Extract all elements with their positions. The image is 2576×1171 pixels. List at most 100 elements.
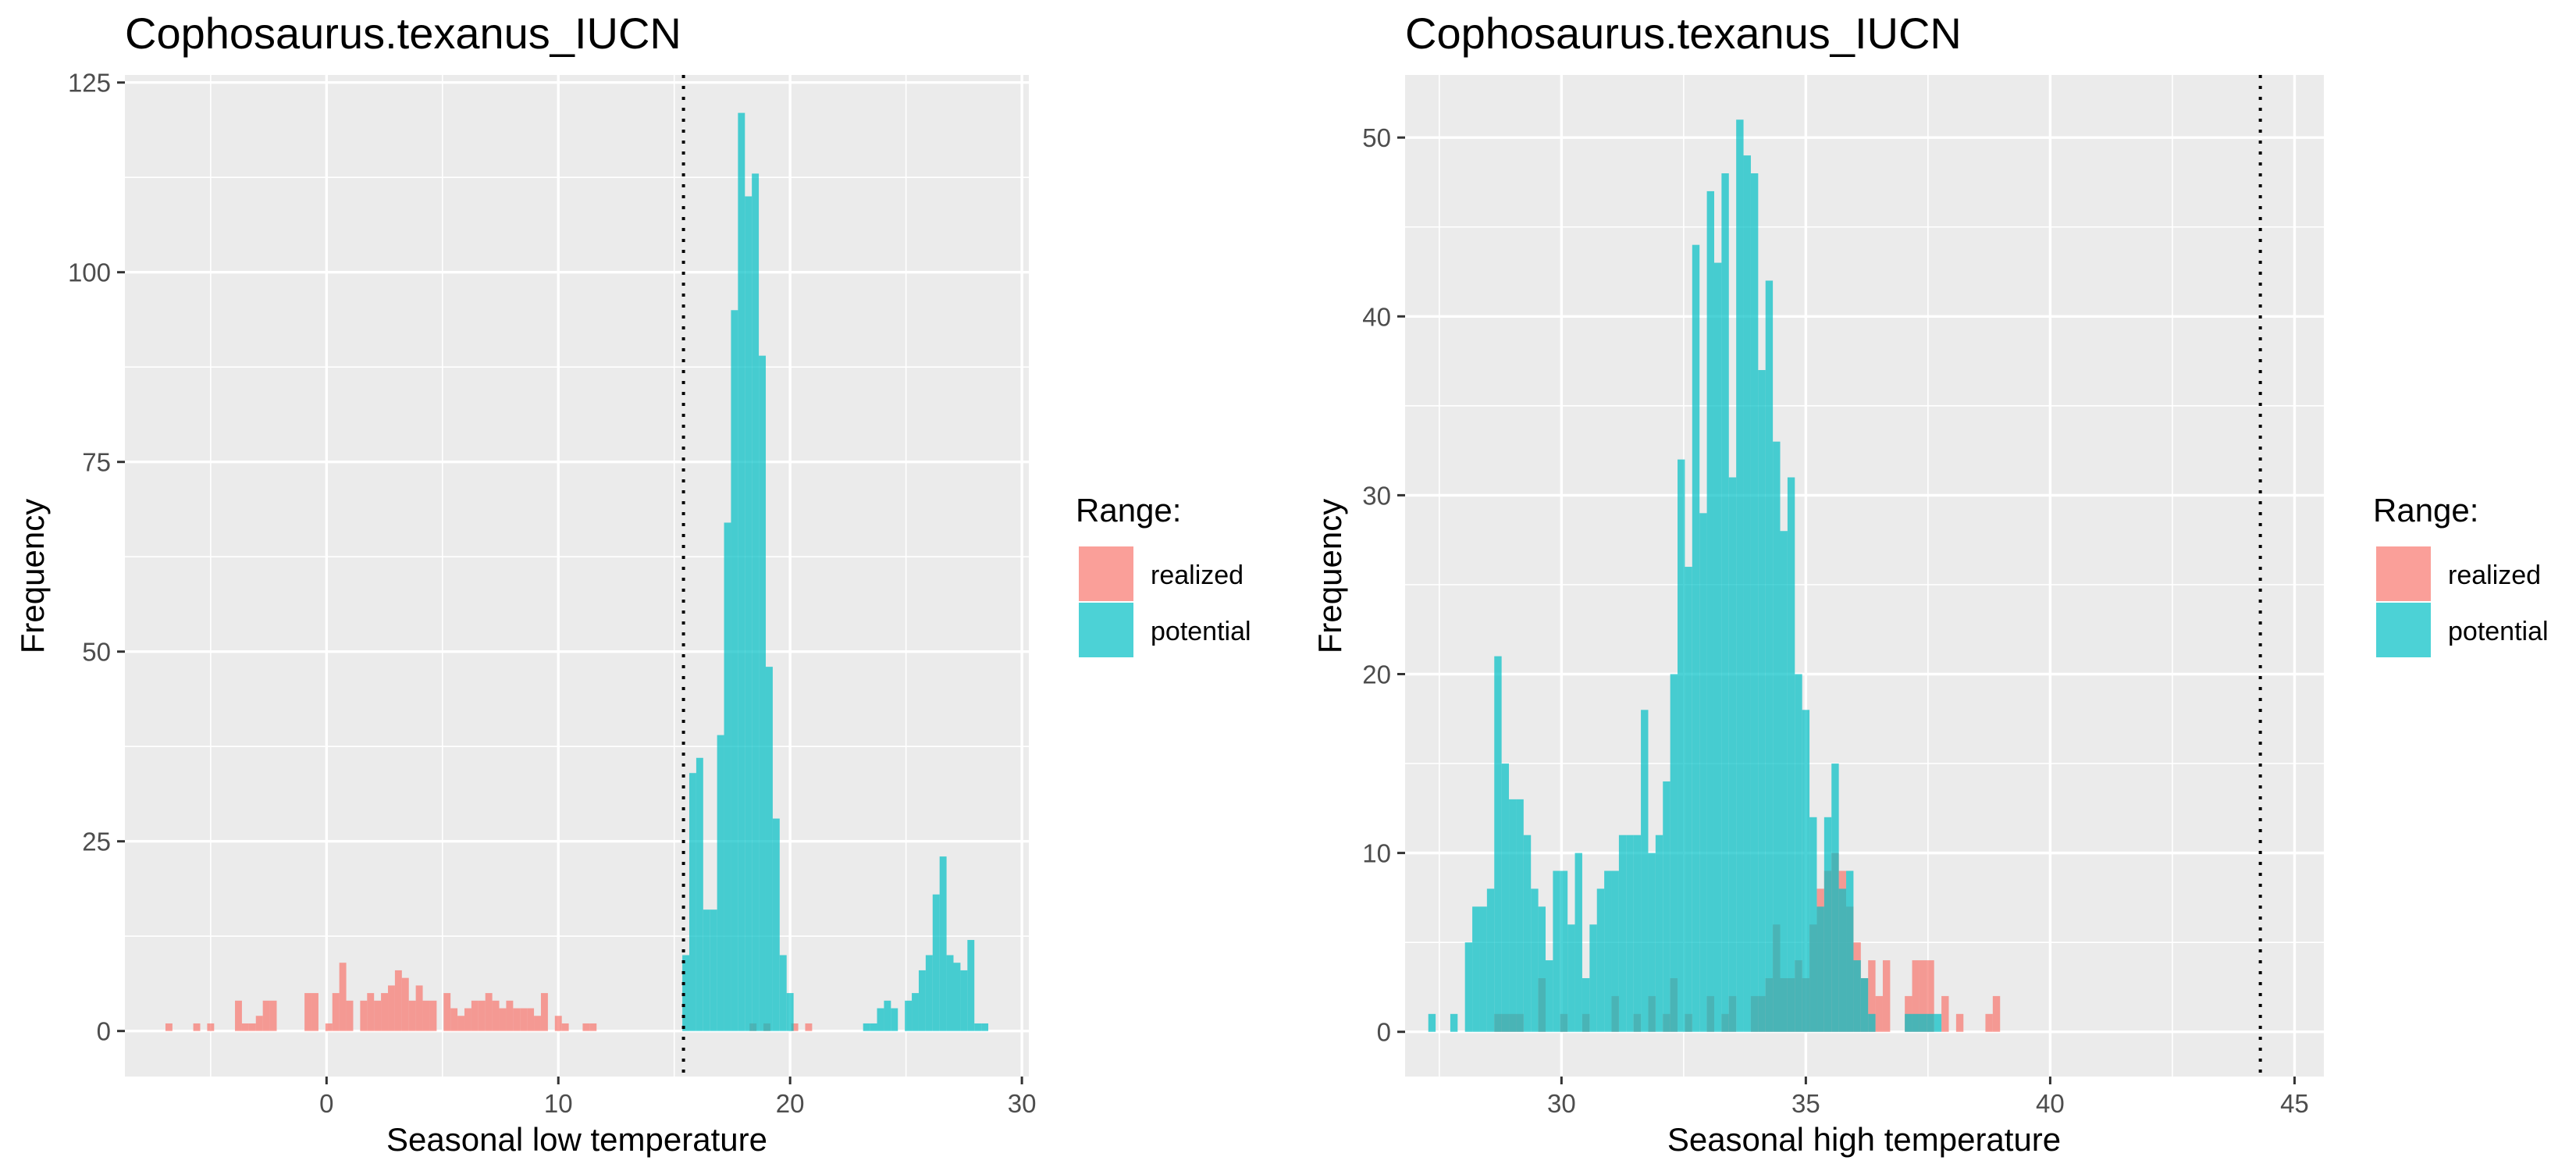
legend-swatch-realized xyxy=(1079,546,1133,601)
realized-bar xyxy=(408,1000,416,1031)
low-temp-panel: 0 10 20 30 0 25 50 75 100 125 Cophosaurus.texanu… xyxy=(14,9,1251,1158)
realized-bar xyxy=(360,1000,368,1031)
potential-bar xyxy=(981,1023,989,1031)
realized-bar xyxy=(499,1008,507,1031)
potential-bar xyxy=(939,856,947,1031)
potential-bar xyxy=(1618,835,1627,1032)
legend-swatch-potential xyxy=(1079,603,1133,657)
potential-bar xyxy=(682,955,690,1031)
realized-bar xyxy=(464,1008,471,1031)
potential-bar xyxy=(1589,924,1597,1032)
realized-bar xyxy=(415,985,423,1031)
realized-bar xyxy=(561,1023,569,1031)
realized-bar xyxy=(1919,960,1927,1032)
potential-bar xyxy=(1721,173,1729,1032)
x-tick-label: 30 xyxy=(1008,1089,1037,1118)
x-axis-ticks: 0 10 20 30 xyxy=(319,1077,1036,1118)
realized-bar xyxy=(1882,960,1891,1032)
potential-bar xyxy=(967,940,975,1031)
potential-bar xyxy=(1678,459,1685,1032)
potential-bar xyxy=(1479,906,1487,1032)
y-tick-label: 75 xyxy=(82,448,111,477)
potential-bar xyxy=(1773,441,1781,1032)
y-tick-label: 125 xyxy=(68,69,111,98)
potential-bar xyxy=(1538,906,1546,1032)
realized-bar xyxy=(540,993,548,1031)
legend: Range: realized potential xyxy=(2373,492,2549,657)
potential-bar xyxy=(710,909,717,1031)
realized-bar xyxy=(485,993,493,1031)
potential-bar xyxy=(1567,924,1575,1032)
potential-bar xyxy=(1934,1013,1942,1032)
realized-bar xyxy=(193,1023,201,1031)
realized-bar xyxy=(554,1016,562,1031)
x-axis-title: Seasonal high temperature xyxy=(1667,1121,2061,1158)
legend-label-realized: realized xyxy=(1151,561,1244,590)
realized-bar xyxy=(471,1000,479,1031)
x-axis-ticks: 30 35 40 45 xyxy=(1547,1077,2309,1118)
x-axis-title: Seasonal low temperature xyxy=(386,1121,767,1158)
potential-bar xyxy=(1472,906,1480,1032)
plot-background xyxy=(125,75,1029,1077)
potential-bar xyxy=(918,970,926,1031)
realized-bar xyxy=(1875,995,1883,1032)
y-axis-title: Frequency xyxy=(1311,499,1348,653)
potential-bar xyxy=(745,196,753,1031)
potential-bar xyxy=(1816,906,1824,1032)
potential-bar xyxy=(1501,763,1510,1032)
potential-bar xyxy=(1553,870,1560,1032)
potential-bar xyxy=(1927,1013,1934,1032)
realized-bar xyxy=(1955,1013,1964,1032)
realized-bar xyxy=(325,1023,333,1031)
potential-bar xyxy=(738,112,745,1031)
legend-swatch-realized xyxy=(2376,546,2431,601)
x-tick-label: 20 xyxy=(776,1089,805,1118)
y-tick-label: 25 xyxy=(82,828,111,856)
y-axis-title: Frequency xyxy=(14,499,51,653)
realized-bar xyxy=(235,1000,242,1031)
y-tick-label: 20 xyxy=(1362,660,1391,689)
y-tick-label: 0 xyxy=(97,1017,111,1046)
potential-bar xyxy=(1523,835,1532,1032)
legend-label-potential: potential xyxy=(2448,617,2549,646)
potential-bar xyxy=(1706,190,1714,1032)
potential-bar xyxy=(1860,977,1869,1032)
potential-bar xyxy=(1464,942,1473,1032)
potential-bar xyxy=(1912,1013,1920,1032)
realized-bar xyxy=(589,1023,597,1031)
potential-bar xyxy=(772,818,780,1031)
y-tick-label: 10 xyxy=(1362,839,1391,868)
potential-bar xyxy=(1795,674,1802,1032)
potential-bar xyxy=(925,955,933,1031)
x-tick-label: 45 xyxy=(2280,1089,2309,1118)
potential-bar xyxy=(1823,817,1832,1032)
realized-bar xyxy=(367,993,375,1031)
realized-bar xyxy=(457,1016,464,1031)
realized-bar xyxy=(534,1016,541,1031)
potential-bar xyxy=(1802,710,1810,1032)
x-tick-label: 35 xyxy=(1791,1089,1820,1118)
y-tick-label: 100 xyxy=(68,258,111,287)
potential-bar xyxy=(1736,119,1744,1032)
y-tick-label: 50 xyxy=(82,638,111,667)
potential-bar xyxy=(960,970,968,1031)
potential-bar xyxy=(974,1023,982,1031)
potential-bar xyxy=(946,955,954,1031)
potential-bar xyxy=(1509,799,1517,1032)
potential-bar xyxy=(884,1000,891,1031)
realized-bar xyxy=(1941,995,1949,1032)
realized-bar xyxy=(1992,995,2001,1032)
potential-bar xyxy=(765,667,773,1031)
realized-bar xyxy=(165,1023,173,1031)
potential-bar xyxy=(1582,977,1590,1032)
potential-bar xyxy=(1633,835,1642,1032)
y-tick-label: 40 xyxy=(1362,302,1391,331)
potential-bar xyxy=(1626,835,1634,1032)
potential-bar xyxy=(1670,674,1678,1032)
realized-bar xyxy=(332,993,340,1031)
potential-bar xyxy=(1831,763,1839,1032)
realized-bar xyxy=(1868,960,1876,1032)
realized-bar xyxy=(311,993,318,1031)
potential-bar xyxy=(1494,656,1502,1032)
